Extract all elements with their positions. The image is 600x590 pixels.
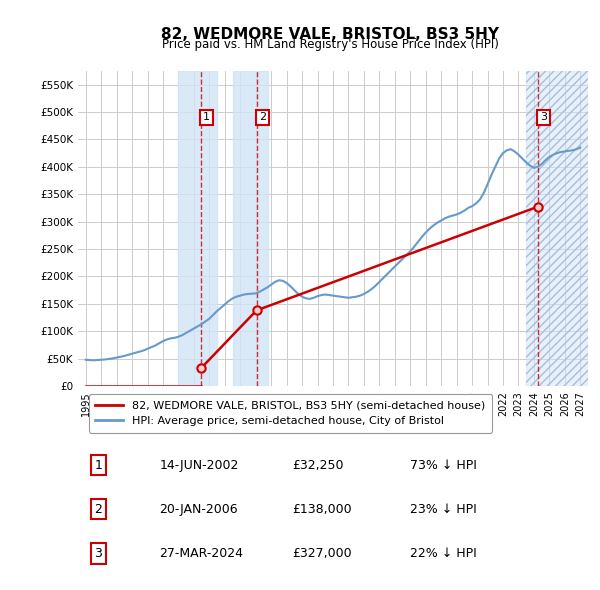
Text: 1: 1: [203, 113, 210, 122]
Text: 14-JUN-2002: 14-JUN-2002: [160, 458, 239, 471]
Text: 23% ↓ HPI: 23% ↓ HPI: [409, 503, 476, 516]
Text: 2: 2: [259, 113, 266, 122]
Legend: 82, WEDMORE VALE, BRISTOL, BS3 5HY (semi-detached house), HPI: Average price, se: 82, WEDMORE VALE, BRISTOL, BS3 5HY (semi…: [89, 394, 492, 432]
Bar: [526, 71, 588, 386]
Text: 22% ↓ HPI: 22% ↓ HPI: [409, 547, 476, 560]
Bar: [233, 71, 268, 386]
Text: 3: 3: [540, 113, 547, 122]
Text: 20-JAN-2006: 20-JAN-2006: [160, 503, 238, 516]
Text: 82, WEDMORE VALE, BRISTOL, BS3 5HY: 82, WEDMORE VALE, BRISTOL, BS3 5HY: [161, 27, 499, 41]
Text: Price paid vs. HM Land Registry's House Price Index (HPI): Price paid vs. HM Land Registry's House …: [161, 38, 499, 51]
Text: 1: 1: [94, 458, 103, 471]
Bar: [526, 71, 588, 386]
Text: 3: 3: [94, 547, 103, 560]
Text: £138,000: £138,000: [292, 503, 352, 516]
Text: 2: 2: [94, 503, 103, 516]
Bar: [178, 71, 217, 386]
Text: 27-MAR-2024: 27-MAR-2024: [160, 547, 244, 560]
Text: £32,250: £32,250: [292, 458, 344, 471]
Text: £327,000: £327,000: [292, 547, 352, 560]
Text: 73% ↓ HPI: 73% ↓ HPI: [409, 458, 476, 471]
